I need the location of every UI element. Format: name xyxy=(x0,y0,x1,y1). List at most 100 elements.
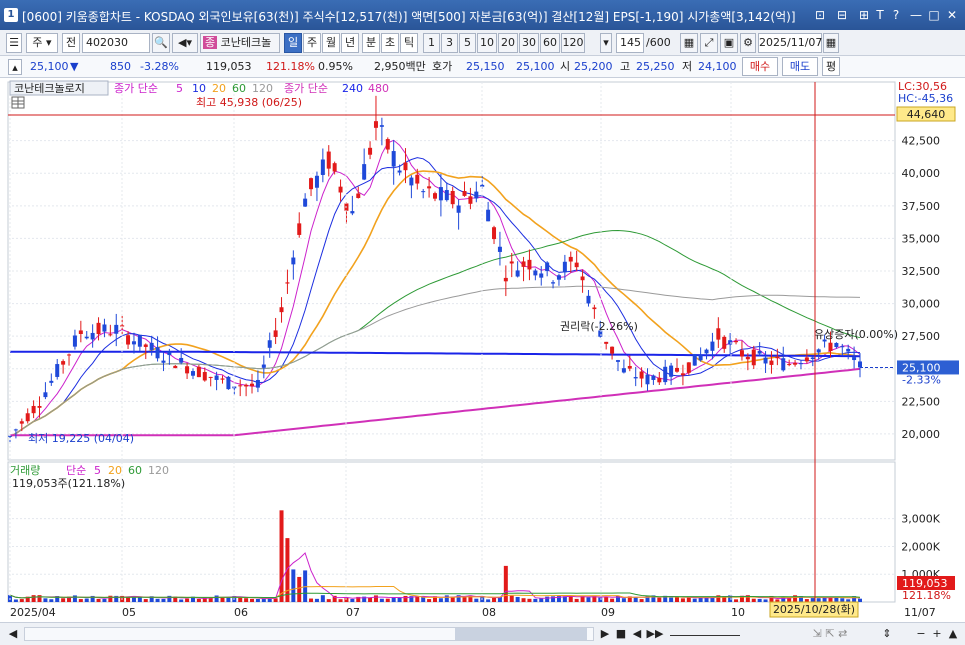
split-icon-2[interactable]: ⇕ xyxy=(882,627,892,640)
chart-area[interactable]: 20,00022,50025,00027,50030,00032,50035,0… xyxy=(0,78,965,623)
volume-bar xyxy=(55,596,60,602)
split-icon[interactable]: ⊞ xyxy=(858,8,870,22)
search-icon[interactable]: 🔍 xyxy=(152,33,170,53)
interval-60[interactable]: 60 xyxy=(540,33,560,53)
candle xyxy=(462,181,467,197)
maximize-icon[interactable]: □ xyxy=(928,8,940,22)
interval-5[interactable]: 5 xyxy=(459,33,476,53)
candle xyxy=(43,382,48,400)
volume-bar xyxy=(31,595,36,602)
low-price: 24,100 xyxy=(698,60,737,73)
tab-day[interactable]: 일 xyxy=(284,33,302,53)
tab-year[interactable]: 년 xyxy=(341,33,359,53)
tab-week[interactable]: 주 xyxy=(303,33,321,53)
app-icon: 1 xyxy=(4,8,18,22)
price-volume-chart[interactable]: 20,00022,50025,00027,50030,00032,50035,0… xyxy=(0,78,965,623)
scrollbar-track[interactable] xyxy=(24,627,594,641)
volume-bar xyxy=(61,598,66,602)
volume-bar xyxy=(852,596,857,602)
interval-1[interactable]: 1 xyxy=(423,33,440,53)
candle xyxy=(285,269,290,294)
candle xyxy=(350,195,355,216)
zoom-in-icon[interactable]: + xyxy=(932,627,942,640)
candle xyxy=(373,95,378,141)
tab-second[interactable]: 초 xyxy=(381,33,399,53)
prev-button[interactable]: 전 xyxy=(62,33,80,53)
buy-button[interactable]: 매수 xyxy=(742,57,778,76)
help-icon[interactable]: ? xyxy=(892,8,900,22)
candle xyxy=(49,373,54,386)
candle xyxy=(143,343,148,360)
play-icon[interactable]: ▶ xyxy=(600,627,610,640)
ma-legend-10: 10 xyxy=(192,82,206,95)
candle xyxy=(645,368,650,391)
volume-bar xyxy=(196,598,201,602)
link-icon[interactable]: ⊡ xyxy=(814,8,826,22)
volume-bar xyxy=(751,598,756,602)
text-icon[interactable]: T xyxy=(876,8,884,22)
volume-bar xyxy=(25,596,30,602)
candle xyxy=(663,359,668,385)
save-icon[interactable]: ▣ xyxy=(720,33,738,53)
eval-button[interactable]: 평 xyxy=(822,57,840,76)
volume-bar xyxy=(604,596,609,602)
crosshair-date: 2025/10/28(화) xyxy=(773,603,855,616)
interval-3[interactable]: 3 xyxy=(441,33,458,53)
candle xyxy=(716,317,721,348)
zoom-out-icon[interactable]: − xyxy=(916,627,926,640)
sell-button[interactable]: 매도 xyxy=(782,57,818,76)
zoom-slider[interactable] xyxy=(670,626,740,636)
candle xyxy=(675,358,680,373)
volume-bar xyxy=(78,599,83,602)
volume-bar xyxy=(208,597,213,602)
candle xyxy=(769,351,774,374)
expand-icon[interactable]: ▲ xyxy=(948,627,958,640)
sound-icon[interactable]: ◀▾ xyxy=(172,33,198,53)
count-input[interactable]: 145 xyxy=(616,33,644,53)
interval-10[interactable]: 10 xyxy=(477,33,497,53)
settings-icon[interactable]: ☰ xyxy=(6,33,22,53)
volume-bar xyxy=(734,599,739,602)
stock-name-field[interactable]: 종 코난테크놀 xyxy=(200,33,280,53)
period-select[interactable]: 주 ▾ xyxy=(26,33,58,53)
fast-forward-icon[interactable]: ▶▶ xyxy=(646,627,664,640)
interval-120[interactable]: 120 xyxy=(561,33,585,53)
ma-legend-120: 120 xyxy=(252,82,273,95)
candle xyxy=(775,348,780,366)
ask-price: 25,150 xyxy=(466,60,505,73)
count-total: /600 xyxy=(646,36,671,49)
volume-ma60-line xyxy=(9,592,861,599)
ma-legend-label-2: 종가 단순 xyxy=(284,82,328,95)
candle xyxy=(84,331,89,340)
rewind-icon[interactable]: ◀ xyxy=(632,627,642,640)
grid-icon[interactable]: ▦ xyxy=(680,33,698,53)
code-input[interactable]: 402030 xyxy=(82,33,150,53)
interval-dropdown[interactable]: ▾ xyxy=(600,33,612,53)
close-icon[interactable]: ✕ xyxy=(946,8,958,22)
volume-bar xyxy=(509,595,514,602)
date-input[interactable]: 2025/11/07 xyxy=(758,33,822,53)
candle xyxy=(173,364,178,369)
interval-20[interactable]: 20 xyxy=(498,33,518,53)
minimize-icon[interactable]: — xyxy=(910,8,922,22)
scroll-left-icon[interactable]: ◀ xyxy=(8,627,18,640)
x-tick-label: 06 xyxy=(234,606,248,619)
calendar-icon[interactable]: ▦ xyxy=(823,33,839,53)
ma-legend-60: 60 xyxy=(232,82,246,95)
candle xyxy=(527,249,532,281)
tab-minute[interactable]: 분 xyxy=(362,33,380,53)
gear-icon[interactable]: ⚙ xyxy=(740,33,756,53)
interval-30[interactable]: 30 xyxy=(519,33,539,53)
volume-bar xyxy=(533,598,538,602)
candle xyxy=(202,367,207,382)
scrollbar-thumb[interactable] xyxy=(455,628,587,640)
tool-icon[interactable]: ⤢ xyxy=(700,33,718,53)
stop-icon[interactable]: ■ xyxy=(615,627,627,640)
candle xyxy=(781,346,786,372)
layout-icon[interactable]: ⊟ xyxy=(836,8,848,22)
candle xyxy=(757,342,762,357)
tab-tick[interactable]: 틱 xyxy=(400,33,418,53)
tab-month[interactable]: 월 xyxy=(322,33,340,53)
info-toggle-icon[interactable]: ▴ xyxy=(8,59,22,75)
tool-icons[interactable]: ⇲ ⇱ ⇄ xyxy=(812,627,848,640)
